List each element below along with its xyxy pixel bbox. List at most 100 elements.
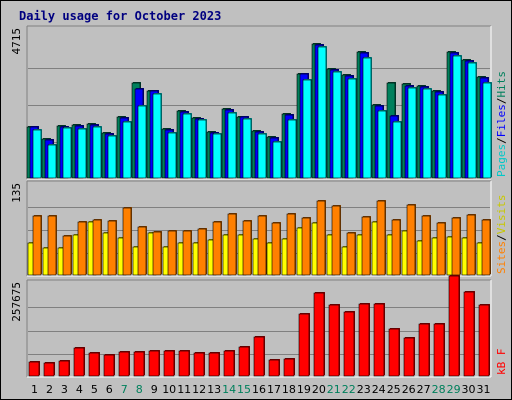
bar-sites-day-21: [331, 205, 341, 276]
bar-sites-day-8: [137, 226, 147, 276]
bar-sites-day-19: [301, 217, 311, 276]
bar-pages-day-31: [482, 82, 492, 179]
bar-kbytes-day-11: [178, 350, 190, 377]
bar-sites-day-28: [436, 222, 446, 276]
bar-pages-day-6: [107, 135, 117, 179]
bar-pages-day-2: [47, 144, 57, 179]
x-tick-label-27: 27: [417, 383, 431, 396]
bar-pages-day-5: [92, 126, 102, 179]
bar-kbytes-day-8: [133, 351, 145, 377]
x-tick-label-23: 23: [357, 383, 371, 396]
bar-kbytes-day-15: [238, 346, 250, 377]
bar-kbytes-day-5: [88, 352, 100, 377]
y-max-label: 4715: [10, 28, 23, 55]
bar-sites-day-11: [182, 230, 192, 276]
bar-sites-day-6: [107, 220, 117, 276]
x-tick-label-3: 3: [61, 383, 68, 396]
x-tick-label-8: 8: [136, 383, 143, 396]
bar-sites-day-20: [316, 200, 326, 276]
bar-pages-day-24: [377, 110, 387, 179]
bar-kbytes-day-1: [28, 361, 40, 377]
bar-pages-day-15: [242, 118, 252, 179]
bar-sites-day-16: [257, 215, 267, 276]
bar-pages-day-27: [422, 88, 432, 179]
side-legend-part: Files: [495, 104, 508, 137]
bar-kbytes-day-31: [478, 304, 490, 377]
bar-pages-day-30: [467, 62, 477, 179]
bar-sites-day-12: [197, 228, 207, 276]
x-tick-label-21: 21: [327, 383, 341, 396]
bar-kbytes-day-20: [313, 292, 325, 377]
bar-sites-day-25: [391, 219, 401, 276]
x-tick-label-1: 1: [31, 383, 38, 396]
x-tick-label-5: 5: [91, 383, 98, 396]
bar-sites-day-7: [122, 207, 132, 276]
x-tick-label-25: 25: [387, 383, 401, 396]
side-legend-part: /: [495, 137, 508, 144]
x-tick-labels: 1 2 3 4 5 6 7 8 9 10 11 12 13 14 15 16 17 18 19 20 21 22 23 24 2…: [31, 383, 491, 396]
bar-pages-day-4: [77, 128, 87, 179]
bar-pages-day-28: [437, 94, 447, 179]
panel-kbytes: 257675 kB F: [10, 275, 508, 378]
bar-sites-day-29: [451, 217, 461, 276]
bar-pages-day-26: [407, 87, 417, 179]
x-tick-label-17: 17: [267, 383, 281, 396]
bar-kbytes-day-10: [163, 350, 175, 377]
x-tick-label-29: 29: [447, 383, 461, 396]
bar-pages-day-9: [152, 93, 162, 179]
bar-sites-day-5: [92, 219, 102, 276]
panel-visits-sites: 135 Sites/Visits: [10, 180, 508, 277]
bar-kbytes-day-14: [223, 350, 235, 377]
x-tick-label-13: 13: [207, 383, 221, 396]
bar-sites-day-27: [421, 215, 431, 276]
bar-sites-day-22: [346, 232, 356, 276]
side-legend-part: kB: [495, 361, 508, 375]
x-tick-label-9: 9: [151, 383, 158, 396]
bar-sites-day-15: [242, 220, 252, 276]
bar-pages-day-12: [197, 119, 207, 179]
bar-kbytes-day-18: [283, 358, 295, 377]
bar-pages-day-22: [347, 78, 357, 179]
x-tick-label-15: 15: [237, 383, 251, 396]
x-tick-label-22: 22: [342, 383, 356, 396]
bar-pages-day-23: [362, 57, 372, 179]
chart-title: Daily usage for October 2023: [19, 9, 221, 23]
bar-kbytes-day-28: [433, 323, 445, 377]
bar-kbytes-day-19: [298, 313, 310, 377]
bar-pages-day-13: [212, 133, 222, 179]
bar-kbytes-day-23: [358, 303, 370, 377]
side-legend-part: Pages: [495, 144, 508, 177]
bar-kbytes-day-4: [73, 347, 85, 377]
bar-sites-day-17: [271, 222, 281, 276]
bar-sites-day-14: [227, 213, 237, 276]
bar-kbytes-day-7: [118, 351, 130, 377]
x-tick-label-31: 31: [477, 383, 491, 396]
bar-pages-day-3: [62, 127, 72, 179]
bar-kbytes-day-9: [148, 350, 160, 377]
bar-kbytes-day-22: [343, 311, 355, 377]
bar-kbytes-day-27: [418, 323, 430, 377]
side-legend-part: F: [495, 349, 508, 362]
x-tick-label-26: 26: [402, 383, 416, 396]
bar-pages-day-11: [182, 113, 192, 179]
bar-kbytes-day-29: [448, 275, 460, 377]
bar-pages-day-14: [227, 112, 237, 179]
bar-sites-day-18: [286, 213, 296, 276]
bar-kbytes-day-30: [463, 291, 475, 377]
side-legend-part: Hits: [495, 71, 508, 98]
bar-pages-day-18: [287, 119, 297, 179]
x-tick-label-12: 12: [192, 383, 206, 396]
bar-kbytes-day-21: [328, 304, 340, 377]
bar-pages-day-19: [302, 79, 312, 179]
x-tick-label-11: 11: [177, 383, 191, 396]
bar-sites-day-10: [167, 230, 177, 276]
bar-kbytes-day-2: [43, 362, 55, 377]
bar-sites-day-31: [481, 219, 491, 276]
bar-sites-day-1: [32, 215, 42, 276]
bar-sites-day-30: [466, 214, 476, 276]
x-tick-label-6: 6: [106, 383, 113, 396]
bar-kbytes-day-26: [403, 337, 415, 377]
bar-pages-day-10: [167, 132, 177, 179]
